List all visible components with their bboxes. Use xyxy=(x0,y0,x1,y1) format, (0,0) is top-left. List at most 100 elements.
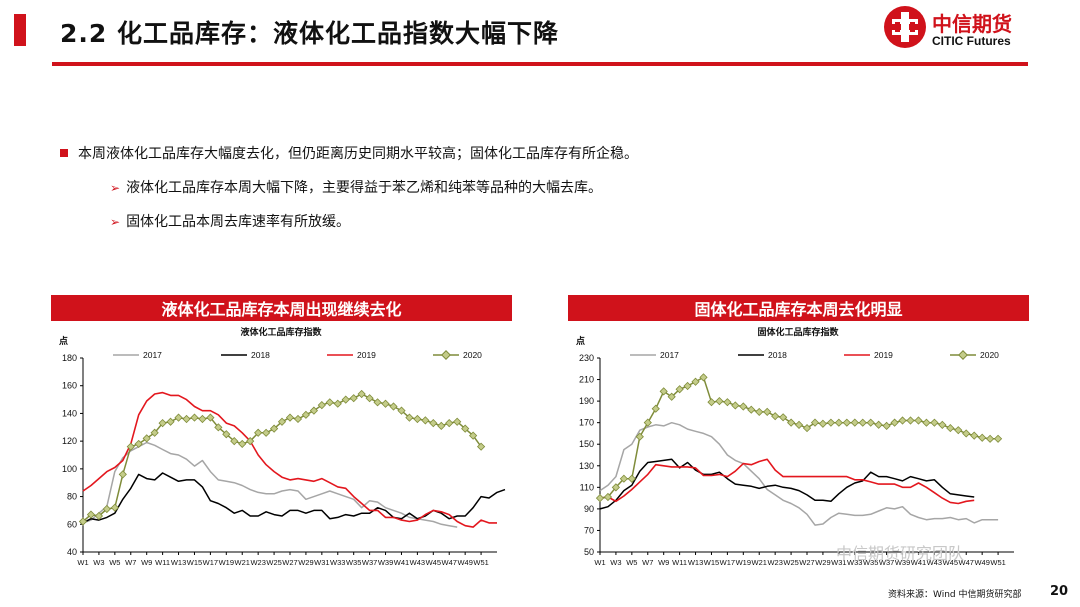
series-point-2020 xyxy=(643,418,652,427)
series-line-2020 xyxy=(599,376,999,499)
series-point-2020 xyxy=(397,406,406,415)
x-tick-label: W11 xyxy=(155,558,170,567)
series-point-2020 xyxy=(747,405,756,414)
y-tick-label: 150 xyxy=(579,439,594,449)
watermark: 中信期货研究团队 xyxy=(836,544,965,563)
series-point-2020 xyxy=(182,414,191,424)
x-tick-label: W1 xyxy=(77,558,88,567)
series-line-2017 xyxy=(599,421,999,526)
series-point-2020 xyxy=(293,414,303,424)
x-tick-label: W9 xyxy=(658,558,669,567)
series-point-2020 xyxy=(683,381,692,391)
series-point-2020 xyxy=(86,510,96,519)
x-tick-label: W13 xyxy=(171,558,186,567)
x-tick-label: W3 xyxy=(610,558,621,567)
x-tick-label: W17 xyxy=(720,558,735,567)
series-point-2020 xyxy=(421,416,430,425)
series-point-2020 xyxy=(603,492,613,502)
bullet-main: 本周液体化工品库存大幅度去化，但仍距离历史同期水平较高；固体化工品库存有所企稳。 xyxy=(60,144,638,164)
x-tick-label: W21 xyxy=(752,558,767,567)
series-point-2020 xyxy=(102,504,111,514)
series-point-2020 xyxy=(190,413,199,422)
series-point-2020 xyxy=(158,419,167,428)
series-point-2020 xyxy=(826,418,836,427)
x-tick-label: W23 xyxy=(767,558,782,567)
series-point-2020 xyxy=(667,392,676,401)
series-point-2020 xyxy=(150,428,159,437)
title-accent-bar xyxy=(14,14,26,46)
source-note: 资料来源：Wind 中信期货研究部 xyxy=(888,590,1022,600)
x-tick-label: W19 xyxy=(736,558,751,567)
series-point-2020 xyxy=(659,387,668,396)
x-tick-label: W45 xyxy=(943,558,958,567)
series-point-2020 xyxy=(731,401,740,410)
series-point-2020 xyxy=(802,423,812,433)
legend-label: 2017 xyxy=(143,350,162,360)
series-point-2020 xyxy=(882,421,891,431)
y-tick-label: 50 xyxy=(584,547,594,557)
x-tick-label: W35 xyxy=(863,558,878,567)
series-point-2020 xyxy=(413,414,422,424)
series-point-2020 xyxy=(285,413,295,422)
series-point-2020 xyxy=(214,423,223,432)
series-point-2020 xyxy=(723,398,732,407)
series-point-2020 xyxy=(993,434,1003,443)
x-tick-label: W51 xyxy=(990,558,1005,567)
brand-name-en: CITIC Futures xyxy=(932,34,1011,48)
y-tick-label: 160 xyxy=(62,381,77,391)
series-point-2020 xyxy=(270,424,279,433)
series-point-2020 xyxy=(954,426,963,435)
series-point-2020 xyxy=(914,416,923,425)
y-tick-label: 190 xyxy=(579,396,594,406)
y-tick-label: 100 xyxy=(62,464,77,474)
series-point-2020 xyxy=(763,407,772,416)
series-line-2017 xyxy=(82,441,458,528)
series-point-2020 xyxy=(985,434,995,443)
series-point-2020 xyxy=(230,437,239,446)
series-point-2020 xyxy=(651,404,660,413)
x-tick-label: W5 xyxy=(626,558,637,567)
series-point-2020 xyxy=(627,474,636,483)
series-point-2020 xyxy=(381,399,390,408)
series-point-2020 xyxy=(261,428,271,437)
series-point-2020 xyxy=(810,418,820,427)
x-tick-label: W29 xyxy=(298,558,313,567)
series-point-2020 xyxy=(309,406,319,415)
series-point-2020 xyxy=(635,432,644,441)
series-point-2020 xyxy=(78,517,88,526)
series-point-2020 xyxy=(755,407,764,417)
series-point-2020 xyxy=(890,418,899,427)
series-point-2020 xyxy=(771,412,780,421)
brand-name-cn: 中信期货 xyxy=(932,12,1012,36)
x-tick-label: W49 xyxy=(457,558,472,567)
page-number: 20 xyxy=(1050,584,1069,599)
x-tick-label: W41 xyxy=(394,558,409,567)
y-tick-label: 90 xyxy=(584,504,594,514)
y-tick-label: 210 xyxy=(579,375,594,385)
y-axis-unit-label: 点 xyxy=(59,335,68,347)
bullet-sub-1: ➢ 液体化工品库存本周大幅下降，主要得益于苯乙烯和纯苯等品种的大幅去库。 xyxy=(110,178,602,198)
series-line-2020 xyxy=(82,393,482,523)
series-point-2020 xyxy=(365,394,374,403)
series-point-2020 xyxy=(779,413,788,422)
series-point-2020 xyxy=(437,421,446,430)
series-point-2020 xyxy=(476,442,486,451)
chart-title: 液体化工品库存指数 xyxy=(240,326,322,338)
series-point-2020 xyxy=(619,474,628,483)
series-point-2020 xyxy=(930,418,939,427)
series-point-2020 xyxy=(595,494,605,503)
legend-label: 2020 xyxy=(980,350,999,360)
x-tick-label: W31 xyxy=(831,558,846,567)
series-point-2020 xyxy=(675,385,684,394)
y-tick-label: 60 xyxy=(67,519,77,529)
y-tick-label: 170 xyxy=(579,418,594,428)
x-tick-label: W13 xyxy=(688,558,703,567)
legend-label: 2018 xyxy=(251,350,270,360)
series-point-2020 xyxy=(707,398,716,407)
series-point-2020 xyxy=(787,418,796,427)
legend-marker xyxy=(958,350,968,360)
x-tick-label: W33 xyxy=(847,558,862,567)
x-tick-label: W1 xyxy=(594,558,605,567)
series-line-2019 xyxy=(82,391,497,528)
